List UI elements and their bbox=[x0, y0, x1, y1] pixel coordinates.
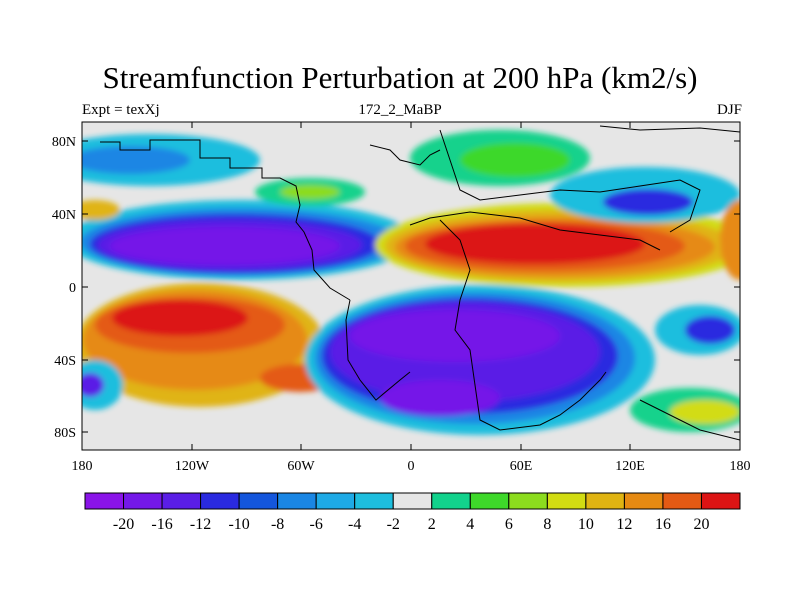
colorbar-swatch bbox=[508, 492, 548, 510]
lat-labels: 80N 40N 0 40S 80S bbox=[52, 135, 76, 441]
colorbar-label: -6 bbox=[310, 516, 323, 533]
colorbar-swatch bbox=[277, 492, 317, 510]
colorbar-label: -20 bbox=[113, 516, 134, 533]
colorbar-swatch bbox=[238, 492, 279, 510]
colorbar-label: 8 bbox=[543, 516, 551, 533]
colorbar-label: -10 bbox=[228, 516, 249, 533]
season-label: DJF bbox=[716, 102, 742, 118]
colorbar-swatch bbox=[546, 492, 587, 510]
colorbar-label: 4 bbox=[466, 516, 474, 533]
lon-label: 120W bbox=[175, 459, 210, 474]
lon-label: 120E bbox=[615, 459, 645, 474]
colorbar-swatch bbox=[392, 492, 433, 510]
lat-label: 40S bbox=[54, 354, 76, 369]
lon-label: 180 bbox=[730, 459, 751, 474]
colorbar-swatch bbox=[585, 492, 625, 510]
lat-label: 80S bbox=[54, 426, 76, 441]
colorbar-swatch bbox=[623, 492, 664, 510]
lon-label: 60E bbox=[510, 459, 533, 474]
plot-title: Streamfunction Perturbation at 200 hPa (… bbox=[102, 60, 698, 95]
colorbar-label: -2 bbox=[387, 516, 400, 533]
streamfunction-map: 80N 40N 0 40S 80S 180 120W 60W 0 60E 120… bbox=[52, 121, 751, 474]
colorbar-swatch bbox=[161, 492, 202, 510]
colorbar-swatch bbox=[700, 492, 741, 510]
lon-labels: 180 120W 60W 0 60E 120E 180 bbox=[72, 459, 751, 474]
colorbar-swatch bbox=[662, 492, 702, 510]
colorbar-label: -12 bbox=[190, 516, 211, 533]
coastline-overlay bbox=[100, 125, 740, 441]
lon-label: 60W bbox=[287, 459, 315, 474]
colorbar-label: -8 bbox=[271, 516, 284, 533]
colorbar-label: 16 bbox=[655, 516, 671, 533]
colorbar-label: 10 bbox=[578, 516, 594, 533]
lat-label: 40N bbox=[52, 208, 76, 223]
lat-label: 0 bbox=[69, 281, 76, 296]
case-label: 172_2_MaBP bbox=[358, 102, 442, 118]
colorbar-label: 20 bbox=[693, 516, 709, 533]
axis-ticks bbox=[81, 122, 741, 450]
contour-fill bbox=[82, 122, 740, 450]
colorbar-label: 2 bbox=[428, 516, 436, 533]
colorbar-label: -4 bbox=[348, 516, 361, 533]
colorbar-swatch bbox=[200, 492, 240, 510]
colorbar-swatches bbox=[84, 492, 741, 510]
colorbar-label: -16 bbox=[151, 516, 172, 533]
colorbar-swatch bbox=[431, 492, 471, 510]
colorbar-swatch bbox=[354, 492, 394, 510]
lon-label: 180 bbox=[72, 459, 93, 474]
colorbar-swatch bbox=[123, 492, 163, 510]
colorbar-swatch bbox=[469, 492, 510, 510]
colorbar-swatch bbox=[315, 492, 356, 510]
lat-label: 80N bbox=[52, 135, 76, 150]
lon-label: 0 bbox=[408, 459, 415, 474]
colorbar-label: 6 bbox=[505, 516, 513, 533]
experiment-label: Expt = texXj bbox=[82, 102, 160, 118]
colorbar-label: 12 bbox=[616, 516, 632, 533]
colorbar-labels: -20 -16 -12 -10 -8 -6 -4 -2 2 4 6 8 10 12 16 20 bbox=[113, 516, 710, 533]
colorbar-swatch bbox=[84, 492, 125, 510]
